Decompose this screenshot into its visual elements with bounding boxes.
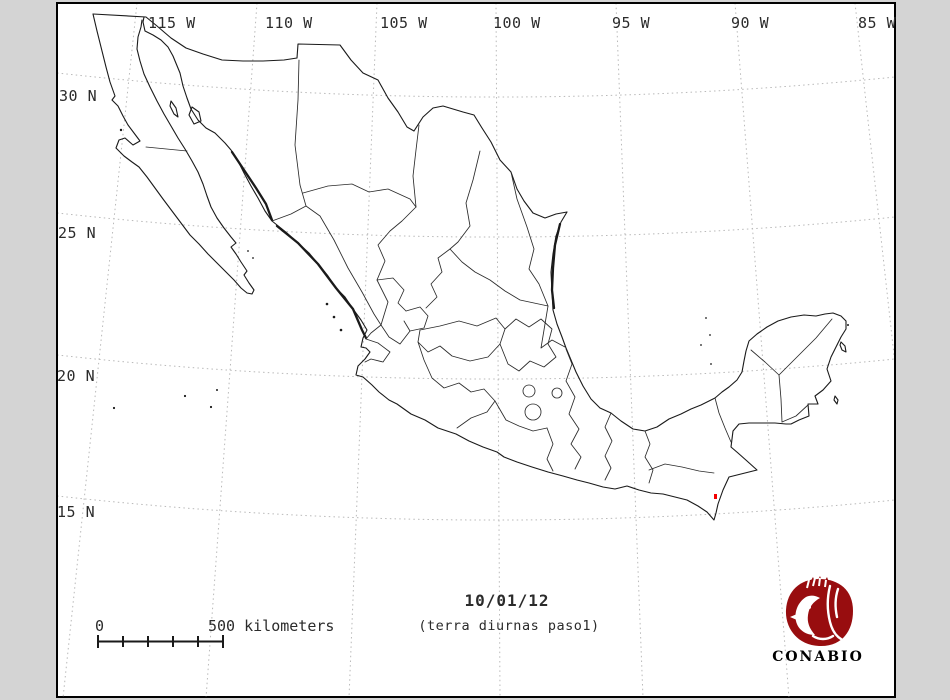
- fire-hotspot: [714, 494, 717, 499]
- latitude-labels: 30 N 25 N 20 N 15 N: [57, 87, 97, 521]
- graticule: [58, 4, 894, 697]
- scale-start-label: 0: [95, 617, 104, 635]
- fire-hotspot-layer: [714, 494, 717, 499]
- lon-label: 100 W: [493, 14, 541, 32]
- lon-label: 85 W: [858, 14, 897, 32]
- date-label: 10/01/12: [464, 591, 549, 610]
- pass-label: (terra diurnas paso1): [418, 618, 599, 634]
- conabio-logo-label: CONABIO: [772, 649, 864, 665]
- lat-label: 20 N: [57, 367, 95, 385]
- conabio-logo: [785, 576, 853, 647]
- lat-label: 15 N: [57, 503, 95, 521]
- lon-label: 90 W: [731, 14, 770, 32]
- scale-bar: [97, 635, 224, 648]
- lat-label: 30 N: [59, 87, 97, 105]
- lon-label: 95 W: [612, 14, 651, 32]
- lon-label: 105 W: [380, 14, 428, 32]
- longitude-labels: 115 W 110 W 105 W 100 W 95 W 90 W 85 W: [148, 14, 897, 32]
- lon-label: 110 W: [265, 14, 313, 32]
- scale-end-label: 500 kilometers: [208, 617, 334, 635]
- lon-label: 115 W: [148, 14, 196, 32]
- lat-label: 25 N: [58, 224, 96, 242]
- state-boundaries: [145, 59, 833, 484]
- islands: [112, 100, 849, 410]
